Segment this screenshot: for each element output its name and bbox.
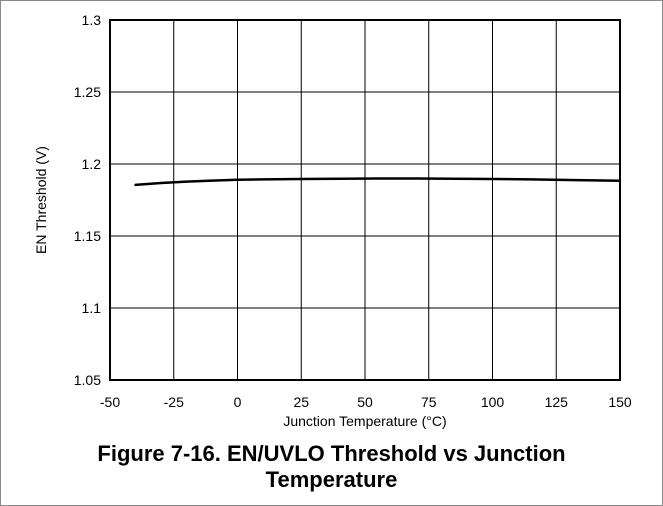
y-tick-labels: 1.05 1.1 1.15 1.2 1.25 1.3	[74, 12, 101, 388]
figure-caption-line-2: Temperature	[0, 467, 663, 493]
x-tick-label: 150	[608, 394, 632, 410]
x-tick-label: 125	[545, 394, 569, 410]
grid	[110, 20, 620, 380]
chart: 1.05 1.1 1.15 1.2 1.25 1.3 -50 -25 0 25 50 75 100 12…	[0, 0, 663, 440]
series-layer	[136, 179, 621, 185]
x-tick-label: 0	[234, 394, 242, 410]
x-tick-label: 75	[421, 394, 437, 410]
y-tick-label: 1.15	[74, 228, 101, 244]
figure-caption-line-1: Figure 7-16. EN/UVLO Threshold vs Juncti…	[0, 441, 663, 467]
y-tick-label: 1.05	[74, 372, 101, 388]
x-tick-labels: -50 -25 0 25 50 75 100 125 150	[100, 394, 632, 410]
y-tick-label: 1.1	[82, 300, 102, 316]
x-axis-title: Junction Temperature (°C)	[283, 413, 446, 429]
series-line	[136, 179, 621, 185]
y-tick-label: 1.3	[82, 12, 102, 28]
x-tick-label: -25	[164, 394, 184, 410]
x-tick-label: 100	[481, 394, 505, 410]
y-tick-label: 1.2	[82, 156, 102, 172]
x-tick-label: 25	[293, 394, 309, 410]
y-tick-label: 1.25	[74, 84, 101, 100]
x-tick-label: 50	[357, 394, 373, 410]
x-tick-label: -50	[100, 394, 120, 410]
y-axis-title: EN Threshold (V)	[33, 146, 49, 254]
